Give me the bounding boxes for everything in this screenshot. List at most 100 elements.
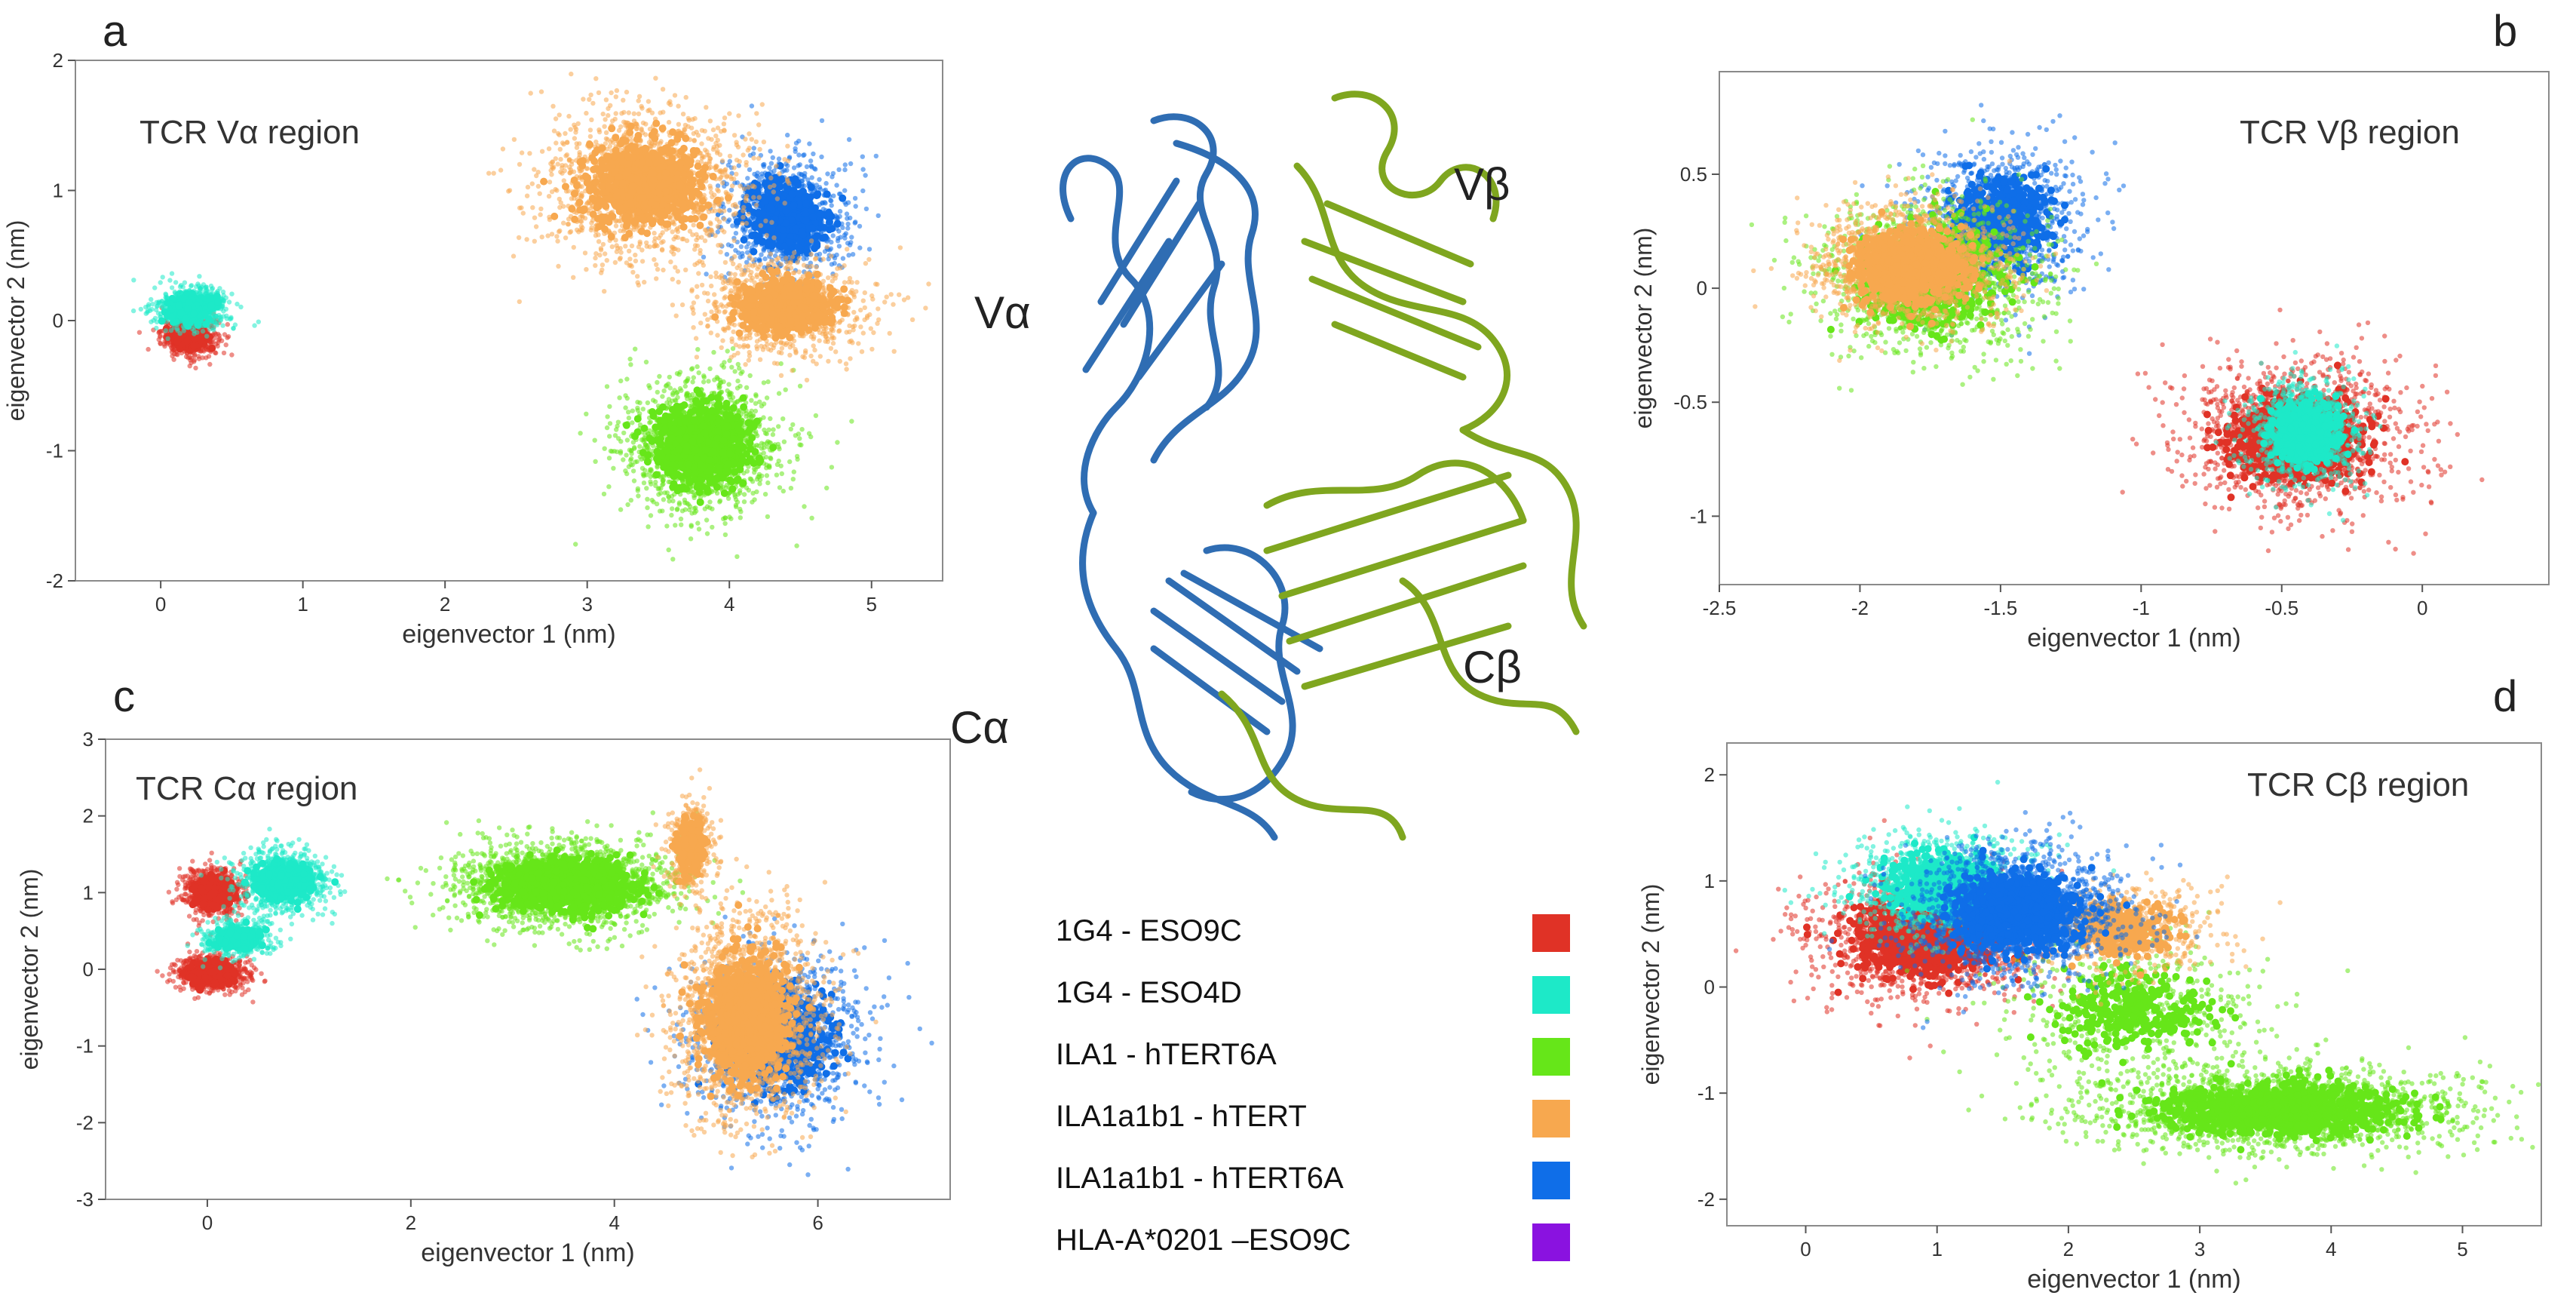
data-point [178, 283, 184, 288]
data-point [722, 468, 731, 475]
data-point [138, 306, 143, 312]
data-point [793, 149, 798, 154]
data-point [213, 350, 219, 356]
data-point [725, 162, 731, 168]
data-point [744, 468, 750, 474]
data-point [722, 430, 731, 438]
data-point [685, 460, 693, 468]
data-point [762, 492, 768, 497]
data-point [670, 425, 679, 433]
data-point [639, 449, 647, 457]
data-point [808, 158, 814, 164]
data-point [759, 441, 765, 446]
data-point [835, 238, 841, 244]
data-point [200, 328, 206, 334]
data-point [624, 471, 630, 477]
data-point [217, 336, 222, 341]
data-point [645, 400, 651, 406]
data-point [822, 200, 827, 205]
data-point [694, 481, 702, 490]
data-point [657, 373, 662, 379]
data-point [710, 478, 718, 487]
data-point [173, 337, 182, 345]
data-point [790, 477, 796, 482]
data-point [621, 457, 626, 462]
data-point [729, 404, 738, 412]
data-point [644, 486, 649, 491]
data-point [695, 364, 700, 370]
data-point [655, 487, 661, 492]
data-point [817, 177, 822, 183]
data-point [630, 420, 635, 425]
data-point [149, 319, 154, 324]
data-point [150, 302, 155, 307]
data-point [843, 231, 849, 236]
data-point [661, 388, 667, 394]
data-point [167, 313, 176, 321]
data-point [799, 427, 805, 432]
data-point [606, 484, 612, 490]
data-point [693, 399, 701, 407]
data-point [601, 491, 607, 497]
data-point [734, 554, 740, 560]
data-point [614, 449, 620, 455]
data-point [669, 512, 674, 518]
data-point [716, 385, 722, 391]
data-point [158, 317, 166, 325]
data-point [853, 220, 858, 225]
data-point [753, 392, 759, 398]
data-point [834, 183, 839, 188]
data-point [774, 462, 780, 467]
data-point [729, 435, 738, 444]
data-point [842, 167, 848, 173]
data-point [190, 309, 198, 318]
data-point [612, 433, 618, 438]
data-point [764, 395, 770, 401]
data-point [664, 490, 670, 496]
data-point [648, 437, 656, 445]
data-point [719, 448, 727, 456]
data-point [857, 223, 863, 229]
data-point [171, 357, 176, 362]
data-point [201, 309, 209, 318]
data-point [741, 499, 747, 505]
data-point [707, 505, 713, 511]
data-point [690, 379, 695, 385]
data-point [840, 225, 845, 230]
data-point [718, 379, 724, 385]
data-point [648, 513, 654, 518]
data-point [701, 429, 709, 437]
data-point [232, 322, 238, 327]
data-point [669, 406, 676, 414]
data-point [784, 167, 790, 173]
panel-letter-c: c [113, 671, 135, 722]
chart-panel-a: 0 1 2 3 4 5 -2 -1 0 1 2 eigenvector 1 (nm) eigenvect… [0, 0, 980, 664]
data-point [751, 146, 756, 151]
data-point [704, 272, 709, 277]
data-point [726, 450, 734, 458]
data-point [802, 504, 807, 509]
data-point [196, 354, 201, 359]
data-point [611, 465, 616, 471]
data-point [701, 379, 707, 385]
data-point [633, 415, 642, 423]
data-point [726, 411, 734, 419]
data-point [677, 473, 685, 481]
data-point [768, 416, 773, 422]
data-point [212, 320, 217, 325]
data-point [738, 456, 747, 464]
data-point [222, 332, 228, 337]
data-point [725, 460, 732, 468]
data-point [793, 140, 799, 146]
data-point [685, 393, 690, 398]
data-point [202, 320, 210, 328]
data-point [165, 336, 170, 342]
data-point [189, 283, 195, 288]
data-point [829, 203, 834, 208]
data-point [679, 522, 684, 527]
data-point [824, 485, 830, 491]
data-point [643, 458, 652, 466]
data-point [722, 515, 728, 520]
data-point [654, 458, 662, 466]
data-point [740, 403, 748, 411]
